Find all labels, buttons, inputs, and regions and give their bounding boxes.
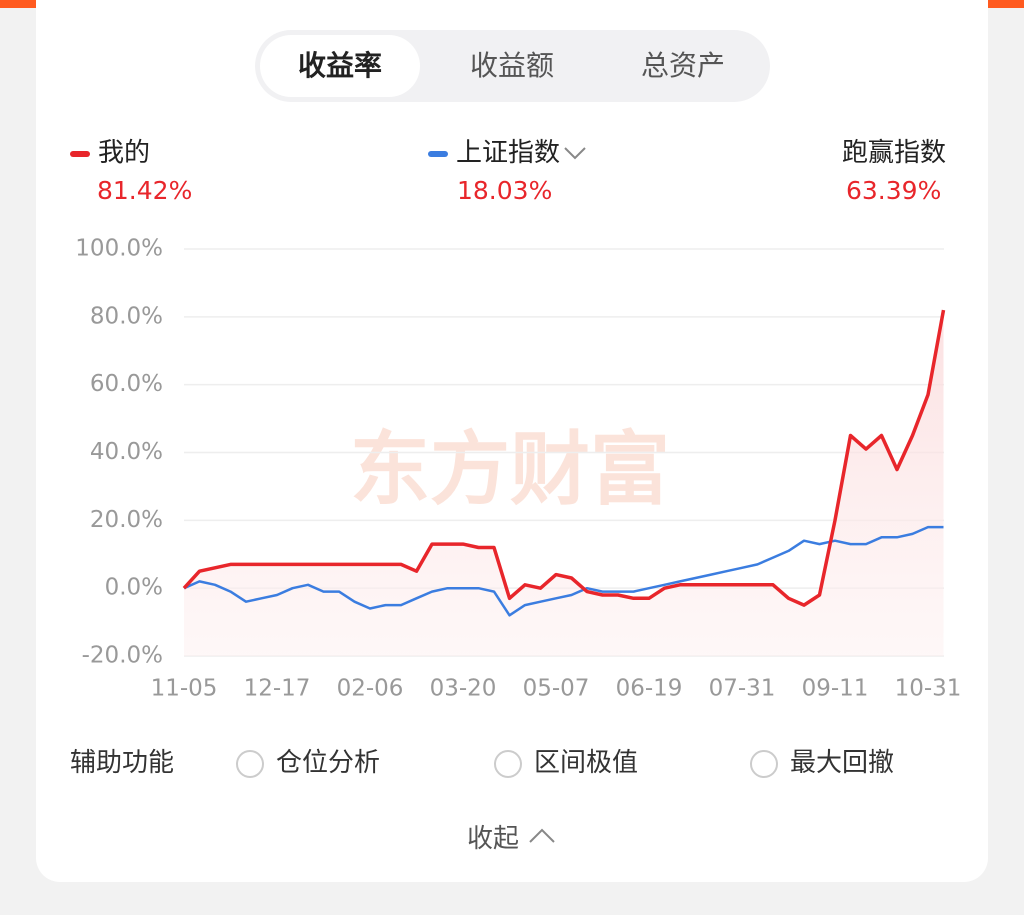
legend-item: 我的	[70, 132, 150, 169]
return-value: 18.03%	[457, 176, 553, 205]
legend-swatch	[428, 150, 448, 157]
aux-label: 辅助功能	[70, 748, 175, 778]
tabs: 收益率 收益额 总资产	[255, 30, 770, 102]
y-tick-label: 80.0%	[90, 303, 163, 329]
x-tick-label: 11-05	[151, 676, 218, 702]
legend-swatch	[70, 150, 90, 157]
option[interactable]: 区间极值	[494, 742, 638, 779]
collapse-icon	[529, 828, 555, 843]
y-tick-label: -20.0%	[82, 643, 163, 669]
legend-label: 跑赢指数	[842, 138, 947, 168]
option-label: 仓位分析	[276, 748, 381, 778]
legend-label: 我的	[98, 138, 151, 168]
card	[36, 0, 988, 882]
option-label: 最大回撤	[790, 748, 895, 778]
watermark: 东方财富	[350, 423, 670, 516]
tab[interactable]: 总资产	[640, 49, 725, 82]
x-tick-label: 03-20	[430, 676, 497, 702]
option-label: 区间极值	[534, 748, 639, 778]
option[interactable]: 最大回撤	[750, 742, 894, 779]
y-tick-label: 40.0%	[90, 439, 163, 465]
y-tick-label: 100.0%	[75, 236, 163, 262]
area	[184, 310, 944, 656]
x-tick-label: 09-11	[802, 676, 869, 702]
legend-item[interactable]: 上证指数	[428, 132, 586, 169]
legend-label: 上证指数	[456, 138, 561, 168]
collapse-button[interactable]: 收起	[467, 818, 555, 855]
chart: 东方财富 -20.0% 0.0% 20.0% 40.0% 60.0% 80.0% 100.0…	[75, 236, 962, 702]
tab[interactable]: 收益率	[260, 35, 420, 97]
collapse-label: 收起	[467, 824, 520, 854]
return-value: 81.42%	[97, 176, 193, 205]
dropdown-icon	[564, 147, 586, 160]
tab[interactable]: 收益额	[469, 49, 554, 82]
x-tick-label: 05-07	[523, 676, 590, 702]
line	[182, 309, 946, 607]
line	[183, 525, 944, 617]
x-tick-label: 02-06	[337, 676, 404, 702]
y-tick-label: 20.0%	[90, 507, 163, 533]
x-tick-label: 12-17	[244, 676, 311, 702]
y-tick-label: 0.0%	[105, 575, 163, 601]
x-tick-label: 10-31	[895, 676, 962, 702]
option[interactable]: 仓位分析	[236, 742, 380, 779]
return-value: 63.39%	[846, 176, 942, 205]
y-tick-label: 60.0%	[90, 371, 163, 397]
x-tick-label: 06-19	[616, 676, 683, 702]
x-tick-label: 07-31	[709, 676, 776, 702]
